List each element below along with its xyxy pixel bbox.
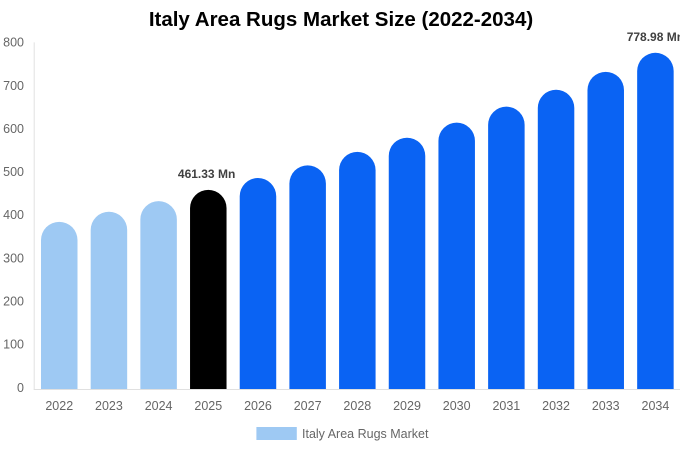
svg-text:2031: 2031	[492, 399, 520, 413]
svg-text:2025: 2025	[194, 399, 222, 413]
svg-text:500: 500	[3, 165, 24, 179]
svg-text:600: 600	[3, 122, 24, 136]
svg-text:2027: 2027	[294, 399, 322, 413]
svg-text:100: 100	[3, 338, 24, 352]
svg-text:778.98 Mn: 778.98 Mn	[627, 30, 680, 44]
svg-text:0: 0	[17, 381, 24, 395]
svg-text:Italy Area Rugs Market: Italy Area Rugs Market	[302, 427, 429, 441]
svg-text:2022: 2022	[45, 399, 73, 413]
svg-text:700: 700	[3, 79, 24, 93]
svg-text:2030: 2030	[443, 399, 471, 413]
svg-text:Italy Area Rugs Market Size (2: Italy Area Rugs Market Size (2022-2034)	[149, 8, 533, 31]
svg-text:461.33 Mn: 461.33 Mn	[178, 167, 235, 181]
svg-text:2033: 2033	[592, 399, 620, 413]
svg-text:2029: 2029	[393, 399, 421, 413]
svg-text:2028: 2028	[343, 399, 371, 413]
svg-text:2023: 2023	[95, 399, 123, 413]
svg-text:300: 300	[3, 251, 24, 265]
svg-text:2024: 2024	[145, 399, 173, 413]
svg-text:2026: 2026	[244, 399, 272, 413]
svg-text:2032: 2032	[542, 399, 570, 413]
svg-text:200: 200	[3, 295, 24, 309]
svg-text:2034: 2034	[642, 399, 670, 413]
svg-text:400: 400	[3, 208, 24, 222]
svg-text:800: 800	[3, 36, 24, 50]
